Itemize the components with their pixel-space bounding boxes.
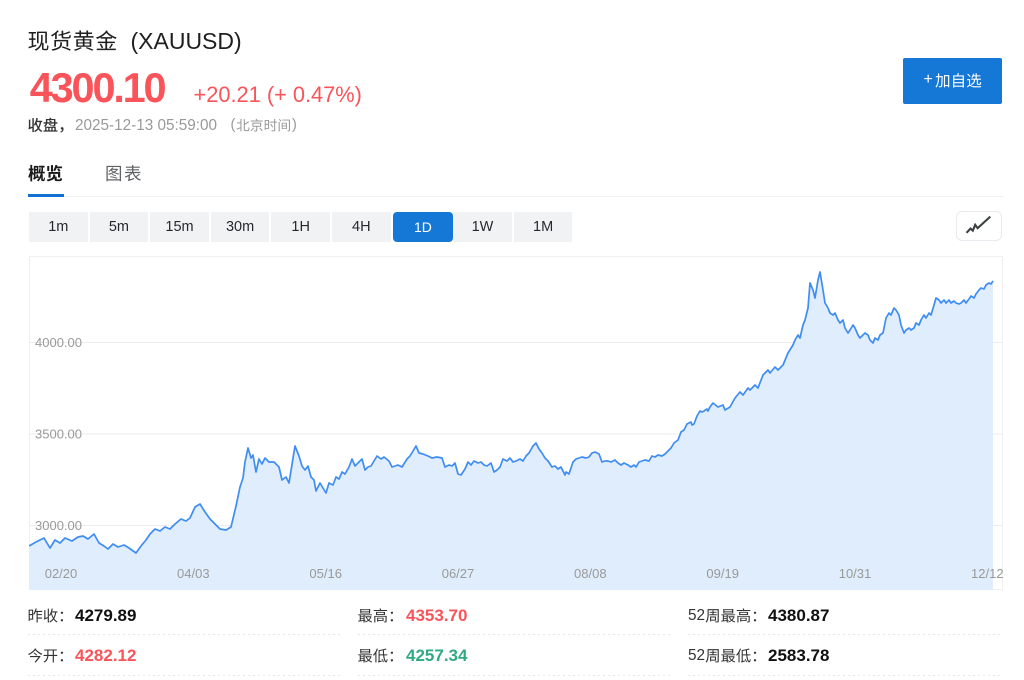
svg-text:04/03: 04/03	[177, 566, 210, 581]
svg-text:12/12: 12/12	[971, 566, 1003, 581]
svg-text:05/16: 05/16	[309, 566, 342, 581]
svg-text:02/20: 02/20	[45, 566, 78, 581]
svg-text:08/08: 08/08	[574, 566, 607, 581]
svg-text:3500.00: 3500.00	[35, 427, 82, 442]
svg-text:3000.00: 3000.00	[35, 518, 82, 533]
svg-text:09/19: 09/19	[706, 566, 739, 581]
svg-text:06/27: 06/27	[442, 566, 475, 581]
svg-text:4000.00: 4000.00	[35, 335, 82, 350]
svg-text:10/31: 10/31	[839, 566, 872, 581]
